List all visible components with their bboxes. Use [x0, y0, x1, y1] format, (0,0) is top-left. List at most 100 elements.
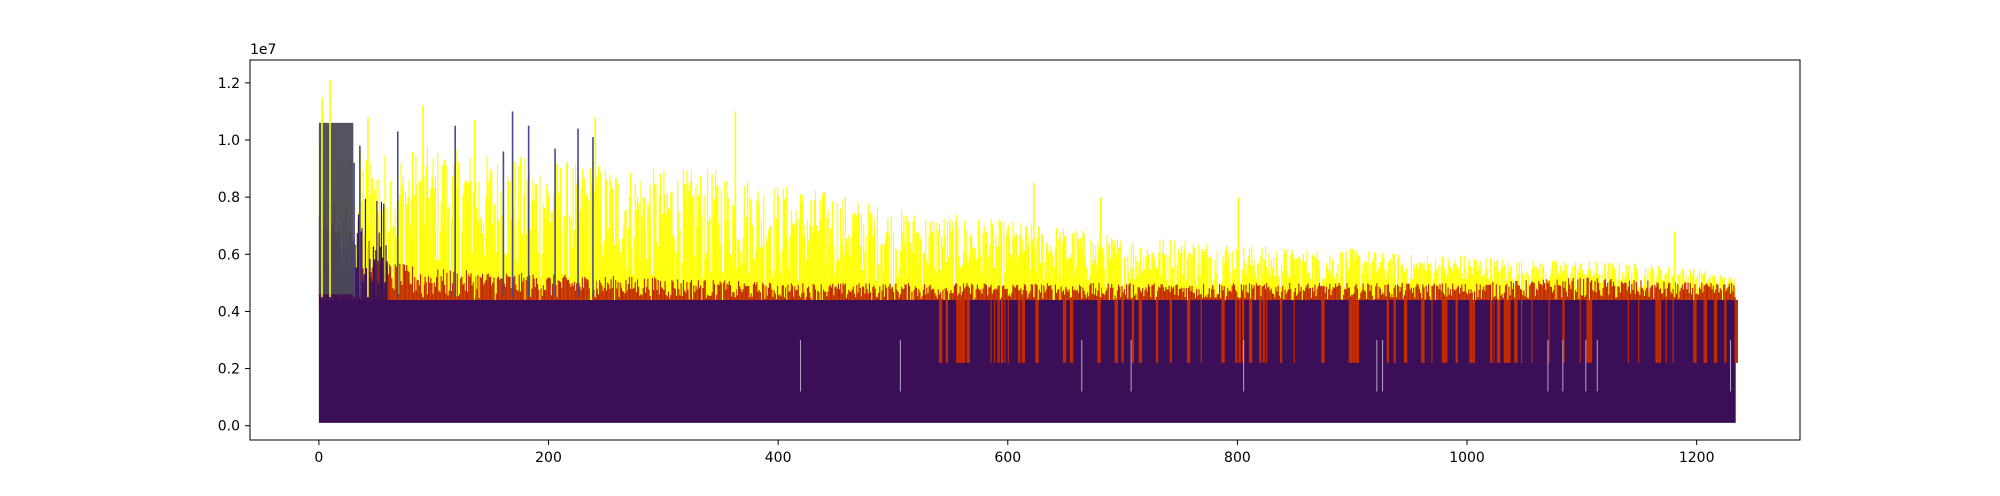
bar — [1075, 291, 1077, 309]
bar-gap — [1352, 300, 1356, 363]
bar — [369, 258, 371, 300]
bar — [1267, 271, 1269, 300]
bar — [1034, 284, 1036, 309]
bar — [1229, 290, 1231, 309]
bar — [1692, 274, 1694, 300]
bar — [1340, 275, 1342, 300]
bar — [915, 287, 918, 309]
bar — [574, 290, 577, 309]
bar — [1147, 254, 1149, 300]
bar — [719, 281, 721, 309]
bar — [1684, 282, 1686, 309]
bar — [842, 283, 844, 309]
bar — [1651, 285, 1654, 309]
bar — [983, 225, 985, 300]
bar — [967, 285, 969, 309]
bar — [478, 181, 480, 300]
bar — [771, 289, 773, 309]
bar — [630, 288, 632, 309]
bar — [605, 179, 608, 300]
bar — [1400, 266, 1402, 300]
bar — [957, 226, 959, 300]
bar — [873, 285, 875, 309]
bar — [904, 244, 906, 300]
bar — [729, 285, 732, 309]
bar — [364, 198, 366, 300]
bar — [830, 263, 833, 300]
bar — [585, 196, 587, 300]
bar — [1599, 290, 1601, 309]
bar — [549, 278, 551, 309]
bar — [551, 211, 554, 300]
bar — [453, 271, 455, 309]
bar — [484, 282, 486, 309]
bar — [1734, 287, 1736, 300]
bar — [762, 282, 764, 309]
bar — [689, 181, 691, 300]
bar — [1331, 258, 1333, 300]
bar — [841, 245, 843, 300]
bar-highlight — [1596, 340, 1598, 392]
bar — [1445, 283, 1447, 309]
bar — [439, 231, 441, 300]
bar — [1491, 274, 1493, 300]
bar — [732, 204, 734, 300]
bar — [425, 281, 427, 309]
bar — [923, 284, 926, 309]
bar — [798, 217, 800, 300]
bar — [1538, 280, 1540, 309]
bar — [718, 223, 720, 300]
bar — [1318, 282, 1321, 309]
bar — [1061, 241, 1063, 300]
bar — [1666, 288, 1668, 309]
bar — [580, 289, 582, 309]
bar — [1026, 290, 1028, 309]
bar — [491, 171, 493, 300]
bar — [1457, 285, 1459, 309]
bar — [1289, 282, 1291, 309]
bar — [857, 202, 859, 300]
bar — [904, 284, 906, 309]
bar — [756, 282, 758, 309]
bar — [1083, 290, 1085, 309]
bar — [617, 183, 619, 300]
bar — [1681, 268, 1683, 300]
bar — [1120, 240, 1122, 300]
bar — [1376, 283, 1378, 309]
bar — [855, 218, 857, 300]
bar — [672, 281, 674, 309]
bar — [1659, 269, 1662, 300]
bar — [561, 287, 563, 309]
bar — [1326, 267, 1329, 300]
bar — [1470, 289, 1472, 309]
bar-gap — [1627, 300, 1629, 363]
bar — [1591, 280, 1593, 309]
bar — [1508, 286, 1510, 309]
bar — [551, 283, 554, 309]
bar — [1098, 282, 1100, 309]
bar — [725, 220, 727, 300]
bar — [662, 214, 664, 300]
bar — [569, 283, 571, 309]
bar — [1448, 262, 1450, 300]
bar — [997, 245, 999, 300]
bar — [1047, 252, 1050, 300]
bar — [918, 231, 920, 300]
bar — [966, 230, 968, 300]
bar — [674, 273, 676, 300]
bar — [1147, 284, 1149, 309]
bar — [684, 290, 686, 309]
bar — [694, 256, 696, 300]
bar — [1188, 253, 1190, 300]
bar — [1286, 291, 1288, 309]
bar — [733, 206, 735, 300]
bar — [1391, 277, 1393, 300]
bar — [594, 289, 596, 309]
bar — [785, 287, 787, 309]
bar — [1144, 268, 1146, 300]
bar — [695, 184, 697, 300]
bar — [1068, 289, 1070, 309]
bar — [1484, 273, 1486, 300]
bar — [1205, 248, 1207, 300]
bar — [1271, 267, 1273, 300]
